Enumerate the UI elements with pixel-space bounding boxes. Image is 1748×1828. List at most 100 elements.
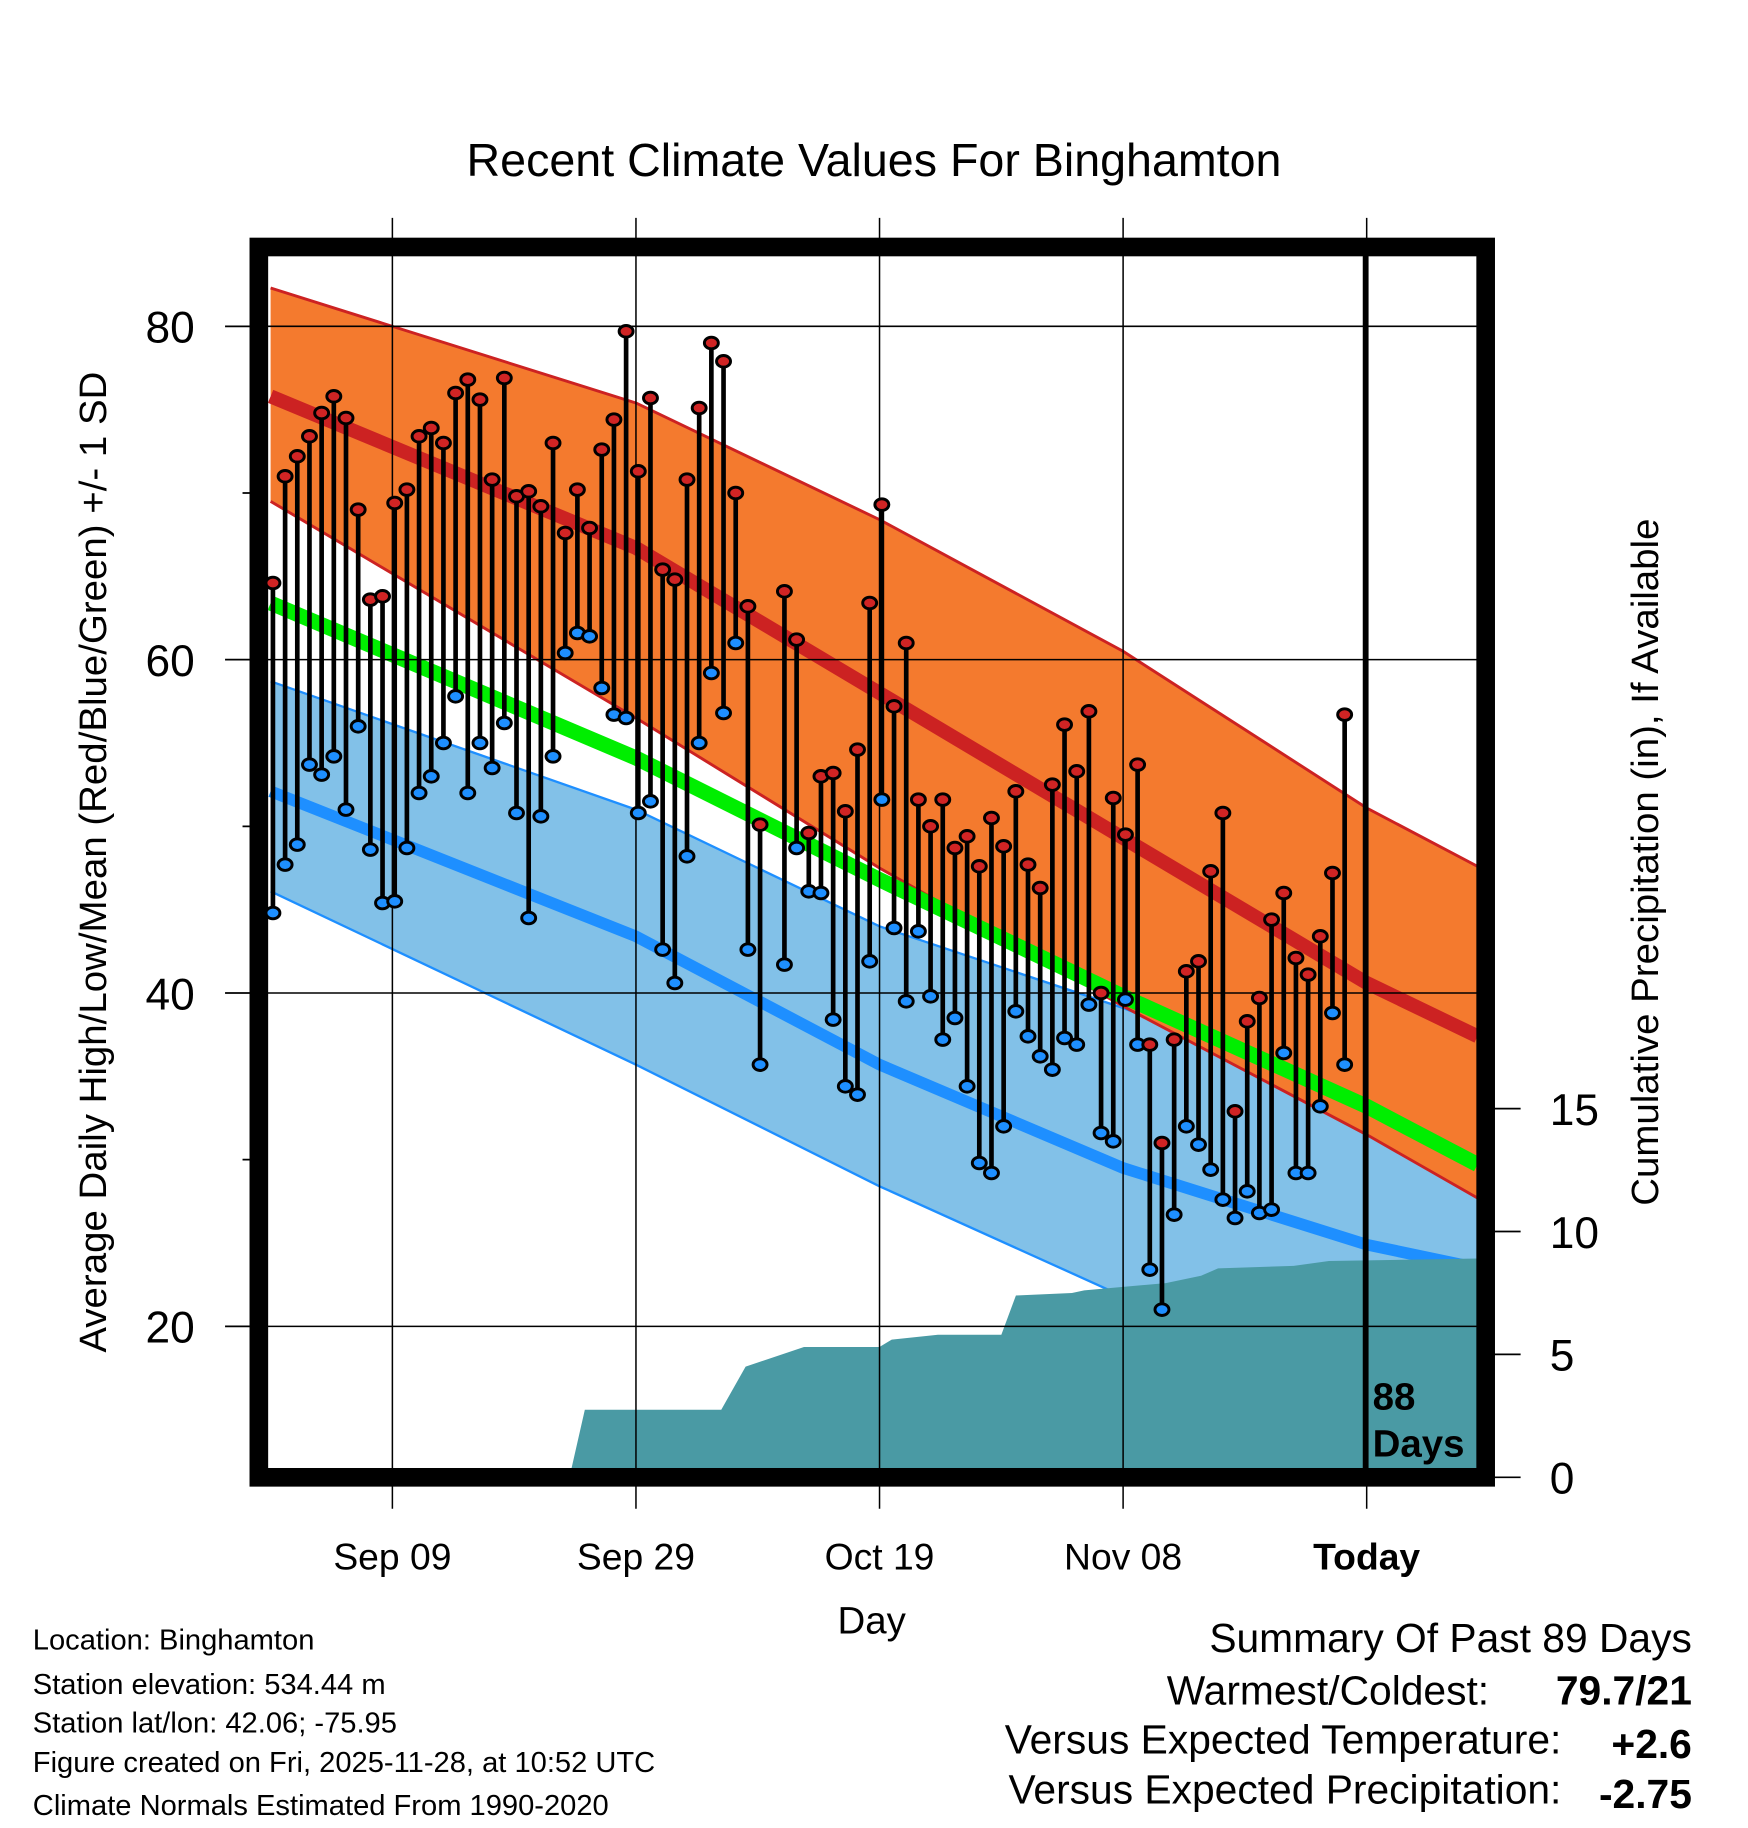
- daily-low-point: [690, 735, 708, 751]
- daily-high-point: [909, 792, 927, 807]
- daily-low-point: [1141, 1262, 1159, 1277]
- daily-high-point: [264, 575, 282, 591]
- today-days-label: Days: [1373, 1422, 1465, 1465]
- daily-low-point: [788, 840, 806, 856]
- daily-high-point: [1226, 1104, 1244, 1119]
- daily-high-point: [398, 482, 416, 497]
- low-sd-band: [270, 681, 1478, 1468]
- daily-high-point: [970, 859, 988, 874]
- daily-high-point: [727, 485, 745, 501]
- daily-low-point: [1177, 1119, 1195, 1134]
- high-upper-sd-line: [270, 286, 1478, 868]
- normal-mean-line: [268, 596, 1478, 1172]
- daily-low-point: [934, 1032, 952, 1047]
- daily-low-point: [629, 805, 647, 821]
- daily-high-point: [642, 390, 659, 406]
- x-tick-label: Today: [1313, 1535, 1420, 1577]
- info-elevation: Station elevation: 534.44 m: [33, 1669, 386, 1701]
- daily-high-point: [666, 572, 684, 587]
- daily-high-point: [1080, 704, 1098, 719]
- daily-high-point: [995, 839, 1013, 854]
- daily-low-point: [1336, 1057, 1354, 1072]
- daily-low-point: [325, 749, 343, 764]
- daily-high-point: [532, 499, 550, 514]
- daily-high-point: [788, 632, 806, 647]
- daily-low-point: [520, 910, 538, 926]
- daily-high-point: [568, 482, 586, 497]
- x-tick-label: Sep 09: [333, 1535, 451, 1577]
- daily-high-point: [690, 400, 708, 416]
- daily-low-point: [1056, 1030, 1073, 1046]
- daily-low-point: [1092, 1125, 1110, 1141]
- daily-low-point: [434, 735, 452, 751]
- warmest-coldest-label: Warmest/Coldest:: [1167, 1668, 1489, 1714]
- daily-low-point: [313, 767, 331, 782]
- daily-high-point: [276, 469, 294, 484]
- daily-high-point: [1141, 1037, 1159, 1052]
- x-tick-label: Sep 29: [577, 1535, 695, 1577]
- y-tick-label: 40: [146, 970, 195, 1019]
- x-tick-label: Oct 19: [825, 1535, 935, 1577]
- daily-high-point: [946, 840, 964, 856]
- daily-low-point: [1311, 1099, 1329, 1114]
- daily-low-point: [727, 635, 745, 651]
- daily-high-point: [349, 502, 367, 517]
- today-days-count: 88: [1373, 1376, 1416, 1419]
- daily-high-point: [934, 792, 952, 807]
- daily-high-point: [301, 429, 318, 444]
- daily-low-point: [410, 785, 428, 801]
- daily-low-point: [885, 920, 903, 936]
- y2-tick-label: 10: [1550, 1209, 1599, 1258]
- daily-low-point: [1019, 1029, 1037, 1044]
- daily-low-point: [1031, 1049, 1049, 1064]
- info-normals: Climate Normals Estimated From 1990-2020: [33, 1790, 609, 1822]
- y2-tick-label: 0: [1550, 1455, 1575, 1504]
- daily-low-point: [1202, 1162, 1220, 1177]
- daily-low-point: [593, 680, 611, 696]
- daily-high-point: [337, 410, 355, 426]
- daily-low-point: [288, 837, 306, 852]
- info-latlon: Station lat/lon: 42.06; -75.95: [33, 1707, 397, 1739]
- daily-low-point: [1263, 1202, 1281, 1217]
- daily-high-point: [313, 405, 331, 421]
- daily-low-point: [751, 1057, 769, 1072]
- daily-high-point: [422, 420, 440, 436]
- daily-low-point: [1007, 1004, 1025, 1019]
- daily-low-point: [970, 1155, 988, 1171]
- daily-low-point: [642, 794, 659, 809]
- daily-low-point: [958, 1079, 976, 1094]
- daily-high-point: [593, 442, 611, 457]
- daily-high-point: [471, 392, 489, 407]
- daily-low-point: [666, 975, 684, 991]
- y2-axis-label: Cumulative Precipitation (in), If Availa…: [1624, 519, 1667, 1206]
- y-tick-label: 20: [146, 1304, 195, 1353]
- precip-vs-expected-value: -2.75: [1599, 1771, 1692, 1817]
- daily-low-point: [459, 785, 477, 801]
- normal-low-line: [268, 785, 1478, 1274]
- daily-low-point: [581, 629, 599, 644]
- daily-low-point: [556, 645, 574, 661]
- daily-high-point: [1153, 1135, 1171, 1151]
- daily-high-point: [861, 595, 879, 611]
- daily-high-point: [617, 324, 635, 339]
- daily-high-point: [1299, 967, 1317, 982]
- x-axis: Sep 09 Sep 29 Oct 19 Nov 08 Today: [333, 1535, 1420, 1577]
- daily-high-point: [1056, 717, 1073, 732]
- daily-low-point: [1324, 1005, 1341, 1021]
- temp-vs-expected-value: +2.6: [1611, 1721, 1691, 1767]
- daily-high-point: [1190, 954, 1207, 969]
- daily-low-point: [702, 665, 720, 681]
- daily-low-point: [337, 802, 355, 817]
- daily-high-point: [556, 525, 574, 541]
- daily-low-point: [654, 942, 672, 957]
- daily-high-point: [1165, 1032, 1183, 1047]
- daily-low-point: [1080, 997, 1098, 1012]
- daily-low-point: [1226, 1210, 1244, 1226]
- daily-high-point: [1214, 805, 1232, 821]
- daily-high-point: [629, 464, 647, 479]
- daily-low-point: [1190, 1137, 1207, 1152]
- daily-low-point: [909, 924, 927, 939]
- daily-low-point: [946, 1010, 964, 1026]
- daily-high-point: [288, 449, 306, 464]
- chart-title: Recent Climate Values For Binghamton: [467, 134, 1282, 186]
